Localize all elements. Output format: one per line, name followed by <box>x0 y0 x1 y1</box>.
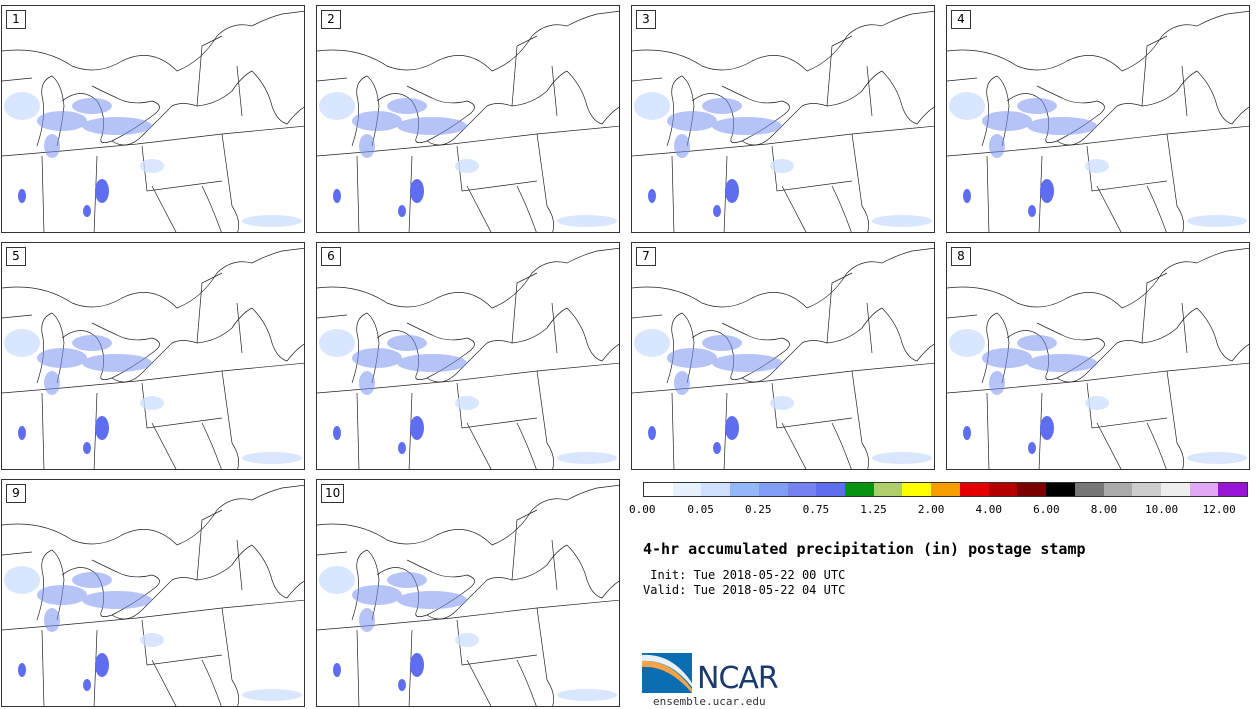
valid-time: Valid: Tue 2018-05-22 04 UTC <box>643 583 846 597</box>
precip-map <box>632 247 934 469</box>
precip-map <box>947 10 1249 232</box>
map-panel-member-7: 7 <box>631 242 935 470</box>
colorbar-tick-label: 0.25 <box>744 503 772 516</box>
colorbar-segment <box>988 483 1018 496</box>
colorbar-tick-label: 4.00 <box>975 503 1002 516</box>
member-number-label: 2 <box>321 10 341 29</box>
colorbar-labels: 0.00 0.05 0.25 0.75 1.25 2.00 4.00 6.00 8.00 10.0… <box>629 503 1248 517</box>
map-panel-member-10: 10 <box>316 479 620 707</box>
map-panel-member-2: 2 <box>316 5 620 233</box>
member-number-label: 4 <box>951 10 971 29</box>
colorbar-segment <box>730 483 759 496</box>
page-title: 4-hr accumulated precipitation (in) post… <box>643 540 1086 558</box>
precip-map <box>2 247 304 469</box>
member-number-label: 8 <box>951 247 971 266</box>
member-number-label: 1 <box>6 10 26 29</box>
colorbar-segment <box>902 483 932 496</box>
colorbar-segment <box>701 483 731 496</box>
colorbar-tick-label: 8.00 <box>1090 503 1118 516</box>
colorbar-segment <box>931 483 960 496</box>
colorbar-tick-label: 0.75 <box>802 503 830 516</box>
member-number-label: 9 <box>6 484 26 503</box>
colorbar-segment <box>1218 483 1248 496</box>
ncar-logo-text: NCAR <box>697 661 779 696</box>
map-panel-member-3: 3 <box>631 5 935 233</box>
precip-colorbar <box>643 482 1248 497</box>
colorbar-segment <box>959 483 989 496</box>
colorbar-segment <box>1189 483 1219 496</box>
colorbar-tick-label: 0.00 <box>629 503 656 516</box>
member-number-label: 5 <box>6 247 26 266</box>
map-panel-member-6: 6 <box>316 242 620 470</box>
map-panel-member-1: 1 <box>1 5 305 233</box>
colorbar-tick-label: 12.00 <box>1202 503 1236 516</box>
member-number-label: 7 <box>636 247 656 266</box>
member-number-label: 6 <box>321 247 341 266</box>
colorbar-tick-label: 1.25 <box>860 503 887 516</box>
map-panel-member-8: 8 <box>946 242 1250 470</box>
colorbar-tick-label: 0.05 <box>687 503 714 516</box>
precip-map <box>2 10 304 232</box>
init-time: Init: Tue 2018-05-22 00 UTC <box>643 568 846 582</box>
map-panel-member-4: 4 <box>946 5 1250 233</box>
colorbar-segment <box>644 483 673 496</box>
colorbar-tick-label: 6.00 <box>1033 503 1060 516</box>
colorbar-segment <box>845 483 874 496</box>
colorbar-segment <box>1017 483 1047 496</box>
precip-map <box>317 484 619 706</box>
precip-map <box>632 10 934 232</box>
colorbar-segment <box>1046 483 1075 496</box>
colorbar-segment <box>758 483 788 496</box>
precip-map <box>2 484 304 706</box>
site-url: ensemble.ucar.edu <box>653 695 766 708</box>
colorbar-tick-label: 10.00 <box>1145 503 1179 516</box>
member-number-label: 3 <box>636 10 656 29</box>
colorbar-segment <box>672 483 702 496</box>
colorbar-segment <box>1132 483 1161 496</box>
colorbar-segment <box>1074 483 1104 496</box>
colorbar-segment <box>816 483 846 496</box>
precip-map <box>317 247 619 469</box>
colorbar-segment <box>873 483 903 496</box>
precip-map <box>947 247 1249 469</box>
colorbar-segment <box>1103 483 1133 496</box>
member-number-label: 10 <box>321 484 345 503</box>
colorbar-tick-label: 2.00 <box>917 503 945 516</box>
colorbar-segment <box>787 483 817 496</box>
precip-map <box>317 10 619 232</box>
map-panel-member-5: 5 <box>1 242 305 470</box>
map-panel-member-9: 9 <box>1 479 305 707</box>
colorbar-segment <box>1160 483 1190 496</box>
ncar-logo-icon <box>642 653 692 693</box>
